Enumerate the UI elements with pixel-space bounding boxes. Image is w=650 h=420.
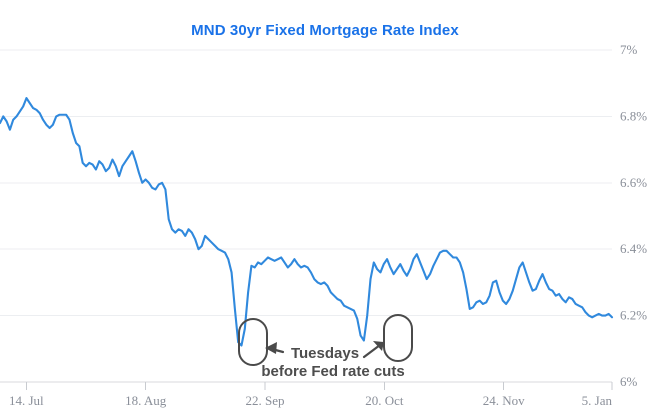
chart-title: MND 30yr Fixed Mortgage Rate Index <box>191 22 459 39</box>
x-axis-tick-label: 24. Nov <box>483 393 525 408</box>
x-axis-labels: 14. Jul 18. Aug 22. Sep 20. Oct 24. Nov 5. Ja… <box>9 382 613 408</box>
annotation-line-2: before Fed rate cuts <box>261 363 404 380</box>
y-axis-tick-label: 6.6% <box>620 175 647 190</box>
data-series <box>0 97 614 347</box>
x-axis-tick-label: 22. Sep <box>245 393 284 408</box>
september-cut-marker <box>238 318 268 366</box>
series-line <box>0 97 614 347</box>
y-axis-tick-label: 6.8% <box>620 108 647 123</box>
october-cut-marker <box>383 314 413 362</box>
x-axis-tick-label: 14. Jul <box>9 393 44 408</box>
y-axis-tick-label: 6.2% <box>620 308 647 323</box>
y-axis-tick-label: 7% <box>620 42 638 57</box>
x-axis-tick-label: 20. Oct <box>365 393 404 408</box>
right-annotation-arrow <box>362 343 382 359</box>
y-axis-tick-label: 6% <box>620 374 638 389</box>
x-axis-tick-label: 5. Jan <box>582 393 613 408</box>
y-axis-labels: 6% 6.2% 6.4% 6.6% 6.8% 7% <box>620 42 647 389</box>
x-axis-tick-label: 18. Aug <box>125 393 167 408</box>
y-axis-tick-label: 6.4% <box>620 241 647 256</box>
right-annotation-arrowhead <box>373 341 384 351</box>
gridlines <box>0 49 612 383</box>
left-annotation-arrowhead <box>265 342 277 354</box>
annotation-line-1: Tuesdays <box>291 345 359 362</box>
